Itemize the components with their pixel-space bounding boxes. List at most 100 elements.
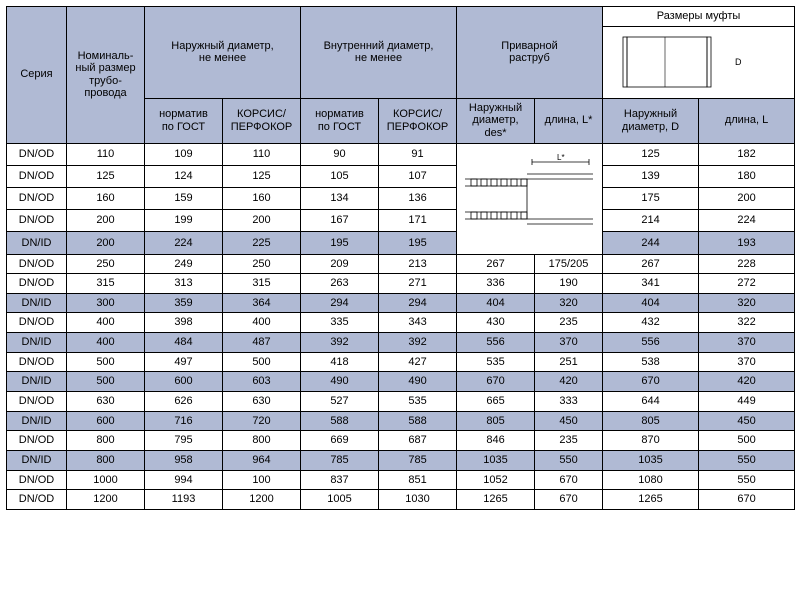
coupling-l-cell: 228 [699,254,795,274]
inner-korsis-cell: 687 [379,431,457,451]
inner-korsis-cell: 107 [379,165,457,187]
outer-korsis-cell: 364 [223,293,301,313]
header-coupling: Размеры муфты [603,7,795,27]
outer-gost-cell: 159 [145,187,223,209]
inner-gost-cell: 490 [301,372,379,392]
table-row: DN/OD1101091109091 L* 125182 [7,143,795,165]
coupling-l-cell: 320 [699,293,795,313]
nominal-cell: 500 [67,372,145,392]
inner-korsis-cell: 271 [379,274,457,294]
welded-l-cell: 320 [535,293,603,313]
series-cell: DN/ID [7,333,67,353]
coupling-d-cell: 870 [603,431,699,451]
welded-d-cell: 805 [457,411,535,431]
welded-joint-diagram: L* [457,143,603,254]
coupling-d-cell: 404 [603,293,699,313]
table-row: DN/OD630626630527535665333644449 [7,392,795,412]
outer-gost-cell: 497 [145,352,223,372]
outer-gost-cell: 600 [145,372,223,392]
coupling-l-cell: 420 [699,372,795,392]
welded-d-cell: 1265 [457,490,535,510]
outer-gost-cell: 313 [145,274,223,294]
table-row: DN/ID300359364294294404320404320 [7,293,795,313]
nominal-cell: 300 [67,293,145,313]
inner-korsis-cell: 851 [379,470,457,490]
welded-l-cell: 450 [535,411,603,431]
coupling-l-cell: 370 [699,333,795,353]
inner-gost-cell: 669 [301,431,379,451]
table-row: DN/ID400484487392392556370556370 [7,333,795,353]
header-coupling-d: Наружный диаметр, D [603,98,699,143]
outer-korsis-cell: 500 [223,352,301,372]
nominal-cell: 125 [67,165,145,187]
inner-gost-cell: 105 [301,165,379,187]
outer-korsis-cell: 200 [223,210,301,232]
series-cell: DN/OD [7,254,67,274]
nominal-cell: 800 [67,450,145,470]
series-cell: DN/ID [7,293,67,313]
coupling-d-cell: 805 [603,411,699,431]
inner-gost-cell: 90 [301,143,379,165]
inner-korsis-cell: 535 [379,392,457,412]
coupling-d-cell: 538 [603,352,699,372]
coupling-d-cell: 175 [603,187,699,209]
welded-d-cell: 665 [457,392,535,412]
series-cell: DN/OD [7,470,67,490]
welded-l-cell: 550 [535,450,603,470]
coupling-d-cell: 125 [603,143,699,165]
welded-l-cell: 670 [535,470,603,490]
series-cell: DN/ID [7,411,67,431]
welded-l-cell: 235 [535,431,603,451]
coupling-d-cell: 644 [603,392,699,412]
header-inner: Внутренний диаметр, не менее [301,7,457,99]
nominal-cell: 400 [67,333,145,353]
inner-gost-cell: 527 [301,392,379,412]
inner-korsis-cell: 294 [379,293,457,313]
series-cell: DN/OD [7,274,67,294]
header-welded-l: длина, L* [535,98,603,143]
welded-l-cell: 251 [535,352,603,372]
header-inner-gost: норматив по ГОСТ [301,98,379,143]
coupling-l-cell: 449 [699,392,795,412]
coupling-l-cell: 193 [699,232,795,254]
coupling-l-cell: 180 [699,165,795,187]
table-row: DN/ID600716720588588805450805450 [7,411,795,431]
outer-korsis-cell: 800 [223,431,301,451]
pipe-dimensions-table: Серия Номиналь- ный размер трубо- провод… [6,6,795,510]
outer-korsis-cell: 630 [223,392,301,412]
outer-gost-cell: 626 [145,392,223,412]
nominal-cell: 500 [67,352,145,372]
coupling-d-cell: 244 [603,232,699,254]
coupling-d-cell: 267 [603,254,699,274]
coupling-l-cell: 670 [699,490,795,510]
outer-korsis-cell: 160 [223,187,301,209]
svg-text:L*: L* [557,153,565,162]
welded-l-cell: 670 [535,490,603,510]
outer-korsis-cell: 400 [223,313,301,333]
coupling-diagram-header: D [603,26,795,98]
table-header: Серия Номиналь- ный размер трубо- провод… [7,7,795,144]
nominal-cell: 315 [67,274,145,294]
outer-gost-cell: 398 [145,313,223,333]
series-cell: DN/OD [7,490,67,510]
outer-gost-cell: 224 [145,232,223,254]
outer-korsis-cell: 1200 [223,490,301,510]
inner-korsis-cell: 343 [379,313,457,333]
welded-l-cell: 420 [535,372,603,392]
inner-gost-cell: 263 [301,274,379,294]
coupling-l-cell: 550 [699,450,795,470]
coupling-d-cell: 214 [603,210,699,232]
coupling-l-cell: 182 [699,143,795,165]
inner-gost-cell: 392 [301,333,379,353]
outer-gost-cell: 124 [145,165,223,187]
header-coupling-l: длина, L [699,98,795,143]
welded-l-cell: 235 [535,313,603,333]
coupling-l-cell: 272 [699,274,795,294]
coupling-d-cell: 556 [603,333,699,353]
outer-gost-cell: 1193 [145,490,223,510]
table-row: DN/OD200199200167171214224 [7,210,795,232]
nominal-cell: 200 [67,210,145,232]
coupling-d-cell: 1035 [603,450,699,470]
table-row: DN/OD160159160134136175200 [7,187,795,209]
outer-korsis-cell: 487 [223,333,301,353]
